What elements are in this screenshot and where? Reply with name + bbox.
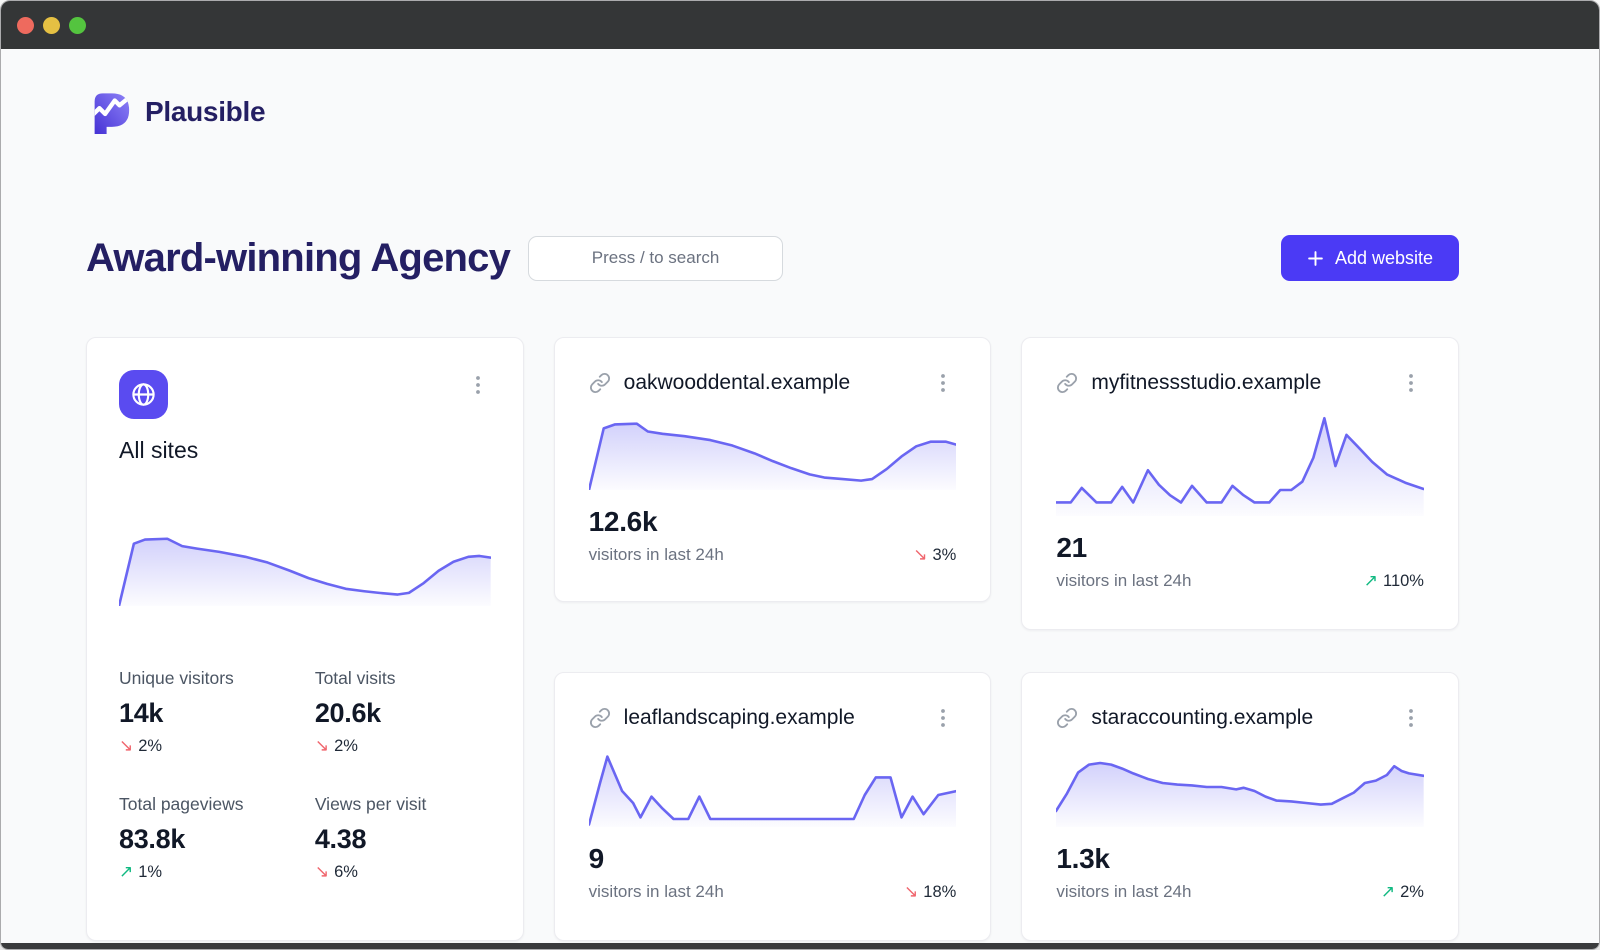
trend-arrow-icon: ↘ xyxy=(314,862,330,881)
trend-arrow-icon: ↗ xyxy=(119,862,134,881)
sparkline-chart xyxy=(588,747,957,827)
trend-delta: 18% xyxy=(923,882,957,901)
stat-delta: 6% xyxy=(334,862,358,881)
visitors-value: 9 xyxy=(588,843,605,874)
trend-arrow-icon: ↗ xyxy=(1363,571,1378,590)
plausible-logo-icon xyxy=(94,93,130,135)
kebab-menu-icon[interactable] xyxy=(1398,703,1424,733)
trend-arrow-icon: ↘ xyxy=(913,545,928,564)
stat-delta: 2% xyxy=(138,736,163,755)
all-sites-stats: Unique visitors 14k ↘ 2% Total visits 20.… xyxy=(119,668,491,882)
trend-arrow-icon: ↘ xyxy=(314,736,330,755)
site-card-myfitnessstudio[interactable]: myfitnessstudio.example 21 visitors in l… xyxy=(1021,337,1459,630)
visitors-caption: visitors in last 24h xyxy=(588,545,724,564)
site-domain[interactable]: myfitnessstudio.example xyxy=(1091,371,1322,394)
stat-total-visits: Total visits 20.6k ↘ 2% xyxy=(315,668,491,756)
visitors-caption: visitors in last 24h xyxy=(1056,571,1192,590)
site-card-leaflandscaping[interactable]: leaflandscaping.example 9 visitors in la… xyxy=(553,672,992,941)
visitors-caption: visitors in last 24h xyxy=(1056,882,1192,901)
sparkline-chart xyxy=(1056,747,1424,827)
sparkline-chart xyxy=(1056,412,1424,516)
kebab-menu-icon[interactable] xyxy=(930,703,956,733)
all-sites-card[interactable]: All sites Unique visitors 14k ↘ 2% Total … xyxy=(86,337,524,941)
trend-arrow-icon: ↘ xyxy=(119,736,134,755)
page-title: Award-winning Agency xyxy=(86,235,511,280)
page-header: Award-winning Agency Add website xyxy=(86,235,1459,281)
trend-delta: 2% xyxy=(1400,882,1424,901)
site-domain[interactable]: oakwooddental.example xyxy=(623,371,851,394)
link-icon xyxy=(589,372,610,394)
stat-value: 83.8k xyxy=(119,824,186,854)
link-icon xyxy=(589,707,610,729)
trend-delta: 110% xyxy=(1383,571,1424,590)
page-content: Plausible Award-winning Agency Add websi… xyxy=(1,49,1599,943)
sites-grid: All sites Unique visitors 14k ↘ 2% Total … xyxy=(86,337,1459,941)
site-card-staraccounting[interactable]: staraccounting.example 1.3k visitors in … xyxy=(1021,672,1459,941)
window-titlebar xyxy=(1,1,1599,49)
visitors-value: 1.3k xyxy=(1056,843,1110,874)
plus-icon xyxy=(1308,250,1323,266)
sparkline-chart xyxy=(119,524,491,606)
kebab-menu-icon[interactable] xyxy=(465,370,491,400)
stat-views-per-visit: Views per visit 4.38 ↘ 6% xyxy=(315,794,491,882)
stat-label: Total pageviews xyxy=(119,794,244,814)
trend-arrow-icon: ↘ xyxy=(904,882,919,901)
site-card-oakwooddental[interactable]: oakwooddental.example 12.6k visitors in … xyxy=(553,337,992,602)
close-window-button[interactable] xyxy=(17,16,34,34)
visitors-value: 21 xyxy=(1056,532,1087,563)
minimize-window-button[interactable] xyxy=(43,16,60,34)
site-domain[interactable]: leaflandscaping.example xyxy=(623,706,855,729)
window-bottom-edge xyxy=(1,943,1599,949)
add-website-button[interactable]: Add website xyxy=(1280,235,1459,281)
brand-logo[interactable]: Plausible xyxy=(86,89,1459,135)
visitors-caption: visitors in last 24h xyxy=(588,882,724,901)
trend-delta: 3% xyxy=(932,545,957,564)
stat-delta: 1% xyxy=(138,862,163,881)
link-icon xyxy=(1057,707,1078,729)
kebab-menu-icon[interactable] xyxy=(930,368,956,398)
visitors-value: 12.6k xyxy=(588,506,658,537)
brand-wordmark: Plausible xyxy=(145,96,266,127)
zoom-window-button[interactable] xyxy=(69,16,86,34)
stat-total-pageviews: Total pageviews 83.8k ↗ 1% xyxy=(119,794,295,882)
stat-delta: 2% xyxy=(334,736,358,755)
site-domain[interactable]: staraccounting.example xyxy=(1091,706,1314,729)
trend-arrow-icon: ↗ xyxy=(1380,882,1396,901)
all-sites-title: All sites xyxy=(119,437,199,463)
stat-label: Views per visit xyxy=(314,794,427,814)
stat-label: Total visits xyxy=(314,668,396,688)
stat-value: 14k xyxy=(119,698,164,728)
stat-value: 4.38 xyxy=(314,824,367,854)
search-input[interactable] xyxy=(528,235,784,281)
stat-unique-visitors: Unique visitors 14k ↘ 2% xyxy=(119,668,295,756)
sparkline-chart xyxy=(588,412,957,490)
stat-label: Unique visitors xyxy=(119,668,234,688)
stat-value: 20.6k xyxy=(314,698,381,728)
link-icon xyxy=(1057,372,1078,394)
kebab-menu-icon[interactable] xyxy=(1398,368,1424,398)
add-website-label: Add website xyxy=(1334,247,1433,268)
globe-icon xyxy=(119,370,168,419)
